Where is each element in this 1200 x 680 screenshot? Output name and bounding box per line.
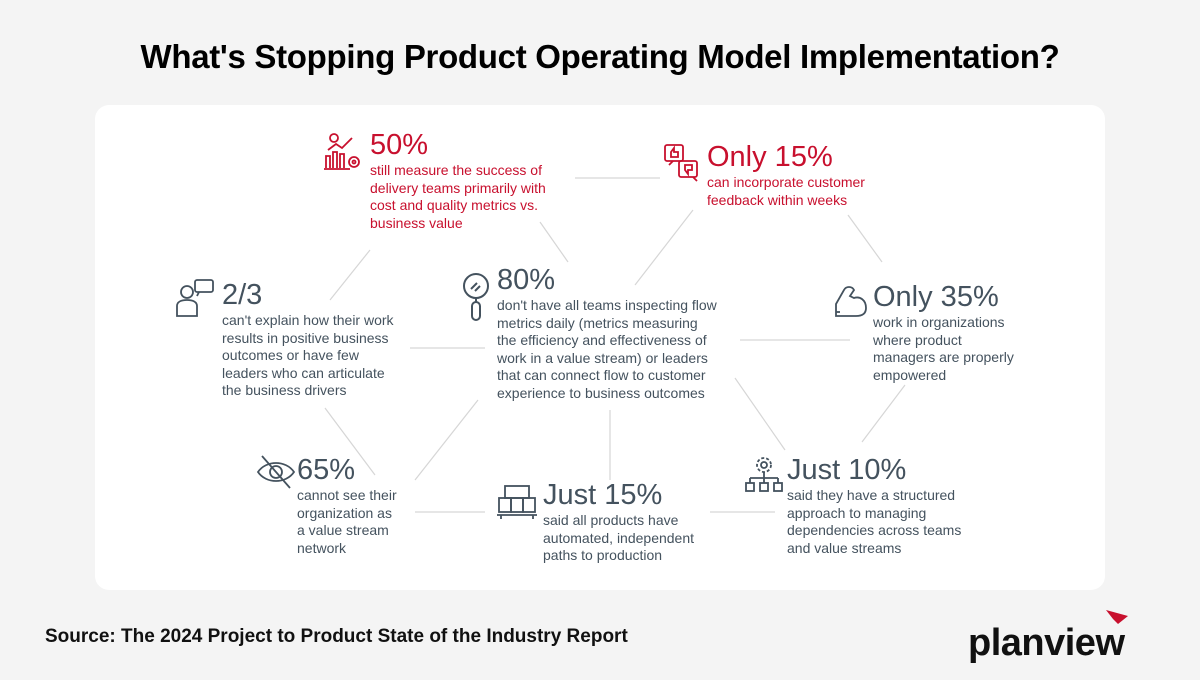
page-title: What's Stopping Product Operating Model … bbox=[140, 38, 1060, 75]
stat-65-percent: 65% cannot see their organization as a val… bbox=[297, 455, 397, 557]
connector bbox=[539, 221, 569, 263]
stat-description: can't explain how their work results in p… bbox=[222, 312, 394, 398]
chart-gear-icon bbox=[324, 133, 360, 170]
connector bbox=[414, 399, 479, 481]
planview-logo: planview bbox=[968, 610, 1128, 664]
stat-two-thirds: 2/3 can't explain how their work results … bbox=[222, 280, 394, 400]
thumbs-up-down-icon bbox=[664, 144, 698, 182]
flexed-arm-icon bbox=[835, 286, 867, 317]
connector bbox=[634, 209, 694, 286]
pallet-boxes-icon bbox=[497, 485, 537, 519]
stat-value: 50% bbox=[370, 129, 429, 161]
stat-description: said they have a structured approach to m… bbox=[787, 487, 962, 556]
stat-description: work in organizations where product manage… bbox=[873, 314, 1014, 383]
stat-value: Only 35% bbox=[873, 281, 999, 313]
stat-just-15-percent: Just 15% said all products have automated… bbox=[543, 480, 694, 565]
stat-value: Just 10% bbox=[787, 454, 907, 486]
stat-description: don't have all teams inspecting flow metr… bbox=[497, 297, 717, 401]
connector bbox=[329, 249, 371, 301]
logo-text: planview bbox=[968, 622, 1125, 664]
stat-description: cannot see their organization as a value s… bbox=[297, 487, 397, 556]
eye-slash-icon bbox=[256, 455, 296, 489]
person-speech-icon bbox=[176, 279, 214, 317]
connector bbox=[324, 407, 376, 476]
gear-hierarchy-icon bbox=[745, 457, 783, 492]
stat-description: said all products have automated, indepen… bbox=[543, 512, 695, 563]
connector bbox=[861, 384, 906, 443]
source-citation: Source: The 2024 Project to Product Stat… bbox=[45, 626, 628, 647]
stat-description: still measure the success of delivery tea… bbox=[370, 162, 546, 231]
infographic-card bbox=[95, 105, 1105, 590]
stat-just-10-percent: Just 10% said they have a structured appr… bbox=[787, 455, 961, 557]
connector bbox=[847, 214, 883, 263]
stat-value: Just 15% bbox=[543, 479, 663, 511]
connector bbox=[734, 377, 786, 451]
stat-only-35-percent: Only 35% work in organizations where prod… bbox=[873, 282, 1014, 384]
stat-80-percent: 80% don't have all teams inspecting flow… bbox=[497, 265, 717, 402]
stat-only-15-percent: Only 15% can incorporate customer feedbac… bbox=[707, 142, 865, 209]
stat-value: 2/3 bbox=[222, 279, 263, 311]
logo-swoosh-icon bbox=[1106, 610, 1128, 624]
stat-value: Only 15% bbox=[707, 141, 833, 173]
stat-value: 80% bbox=[497, 264, 556, 296]
magnifier-icon bbox=[463, 273, 489, 321]
stat-50-percent: 50% still measure the success of delivery… bbox=[370, 130, 546, 232]
stat-value: 65% bbox=[297, 454, 356, 486]
stat-description: can incorporate customer feedback within … bbox=[707, 174, 865, 208]
